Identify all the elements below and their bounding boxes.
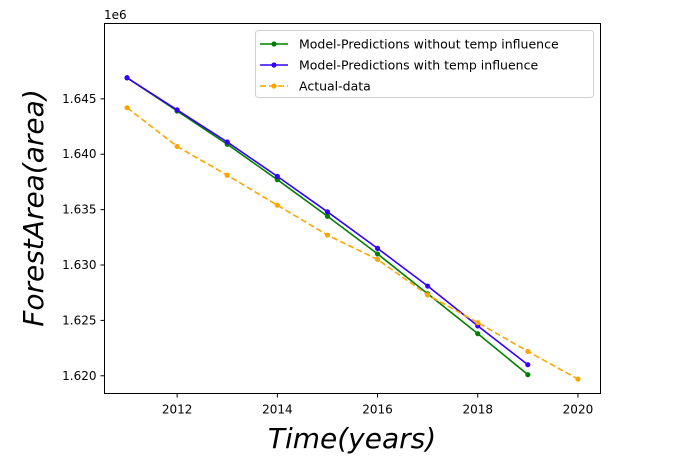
legend-swatch-marker <box>271 41 277 47</box>
data-point <box>224 172 230 178</box>
series-3 <box>124 105 581 382</box>
data-point <box>324 209 331 215</box>
y-tick-label: 1.625 <box>62 313 96 327</box>
data-point <box>324 213 331 219</box>
legend-entry: Model-Predictions without temp influence <box>260 37 559 52</box>
y-tick-label: 1.620 <box>62 369 96 383</box>
data-point <box>475 331 481 337</box>
series-2 <box>124 75 531 368</box>
series-line <box>126 77 529 376</box>
legend-label: Model-Predictions without temp influence <box>299 37 559 52</box>
data-point <box>525 372 531 378</box>
series-layer <box>124 75 581 382</box>
data-point <box>425 283 431 289</box>
data-point <box>525 362 531 368</box>
x-tick-label: 2018 <box>462 403 493 417</box>
x-tick-label: 2016 <box>362 403 393 417</box>
y-offset-label: 1e6 <box>104 8 127 22</box>
legend-entry: Actual-data <box>260 79 371 94</box>
x-axis-ticks: 2012 2014 2016 2018 2020 <box>162 393 594 417</box>
data-point <box>124 105 130 111</box>
data-point <box>324 232 331 238</box>
legend-box <box>255 30 594 98</box>
y-tick-label: 1.635 <box>62 203 96 217</box>
data-point <box>224 139 230 145</box>
legend-entries: Model-Predictions without temp influence… <box>260 37 559 94</box>
x-tick-label: 2012 <box>162 403 193 417</box>
series-1 <box>124 75 531 378</box>
legend-label: Model-Predictions with temp influence <box>299 58 538 73</box>
plot-frame <box>104 23 601 394</box>
data-point <box>274 202 280 208</box>
data-point <box>124 75 130 81</box>
legend: Model-Predictions without temp influence… <box>255 30 594 98</box>
data-point <box>374 256 381 263</box>
data-point <box>174 107 180 113</box>
y-axis-label: ForestArea(area) <box>17 89 50 327</box>
x-axis-label: Time(years) <box>268 422 436 455</box>
series-line <box>126 77 529 366</box>
x-tick-label: 2020 <box>563 403 594 417</box>
data-point <box>374 251 381 257</box>
data-point <box>425 292 431 298</box>
legend-entry: Model-Predictions with temp influence <box>260 58 538 73</box>
data-point <box>575 376 581 382</box>
series-line <box>126 107 579 380</box>
data-point <box>525 348 531 355</box>
data-point <box>274 173 280 179</box>
y-tick-label: 1.640 <box>62 147 96 161</box>
x-tick-label: 2014 <box>262 403 293 417</box>
y-tick-label: 1.645 <box>62 92 96 106</box>
y-tick-label: 1.630 <box>62 258 96 272</box>
data-point <box>475 320 481 326</box>
y-axis-ticks: 1.620 1.625 1.630 1.635 1.640 1.645 <box>62 92 105 383</box>
data-point <box>174 143 180 150</box>
legend-label: Actual-data <box>299 79 371 94</box>
legend-swatch-marker <box>271 83 277 89</box>
data-point <box>374 245 381 251</box>
legend-swatch-marker <box>271 62 277 68</box>
